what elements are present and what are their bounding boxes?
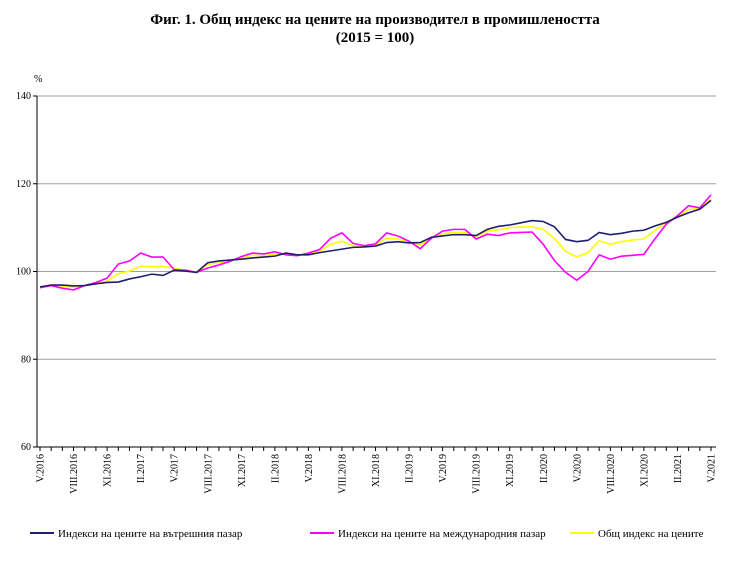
x-tick-label: XI.2016: [103, 454, 114, 487]
x-tick-label: II.2019: [405, 454, 416, 483]
x-tick-label: VIII.2019: [472, 454, 483, 494]
series-line: [39, 198, 712, 289]
x-tick-label: VIII.2017: [203, 454, 214, 494]
x-tick-label: II.2021: [673, 454, 684, 483]
y-tick-label: 80: [21, 354, 31, 365]
y-tick-label: 140: [16, 91, 31, 102]
legend-label: Индекси на цените на международния пазар: [338, 528, 546, 540]
x-tick-label: XI.2017: [237, 454, 248, 487]
x-tick-label: VIII.2020: [606, 454, 617, 494]
x-tick-label: II.2020: [539, 454, 550, 483]
x-tick-label: V.2021: [707, 454, 718, 482]
chart-title: Фиг. 1. Общ индекс на цените на производ…: [150, 12, 600, 28]
chart-subtitle: (2015 = 100): [336, 30, 415, 46]
x-tick-label: II.2018: [270, 454, 281, 483]
x-tick-label: V.2017: [170, 454, 181, 482]
x-tick-label: V.2018: [304, 454, 315, 482]
y-tick-label: 120: [16, 179, 31, 190]
x-tick-label: II.2017: [136, 454, 147, 483]
x-tick-label: V.2016: [36, 454, 47, 482]
legend-label: Общ индекс на цените: [598, 528, 704, 540]
x-tick-label: V.2020: [572, 454, 583, 482]
x-tick-label: V.2019: [438, 454, 449, 482]
y-tick-label: 60: [21, 442, 31, 453]
y-axis-label: %: [34, 74, 42, 85]
series-line: [39, 199, 712, 288]
x-tick-label: XI.2018: [371, 454, 382, 487]
x-tick-label: VIII.2016: [69, 454, 80, 494]
x-tick-label: XI.2019: [505, 454, 516, 487]
x-tick-label: XI.2020: [639, 454, 650, 487]
y-tick-label: 100: [16, 267, 31, 278]
series-line: [39, 194, 712, 291]
x-tick-label: VIII.2018: [337, 454, 348, 494]
legend-label: Индекси на цените на вътрешния пазар: [58, 528, 243, 540]
